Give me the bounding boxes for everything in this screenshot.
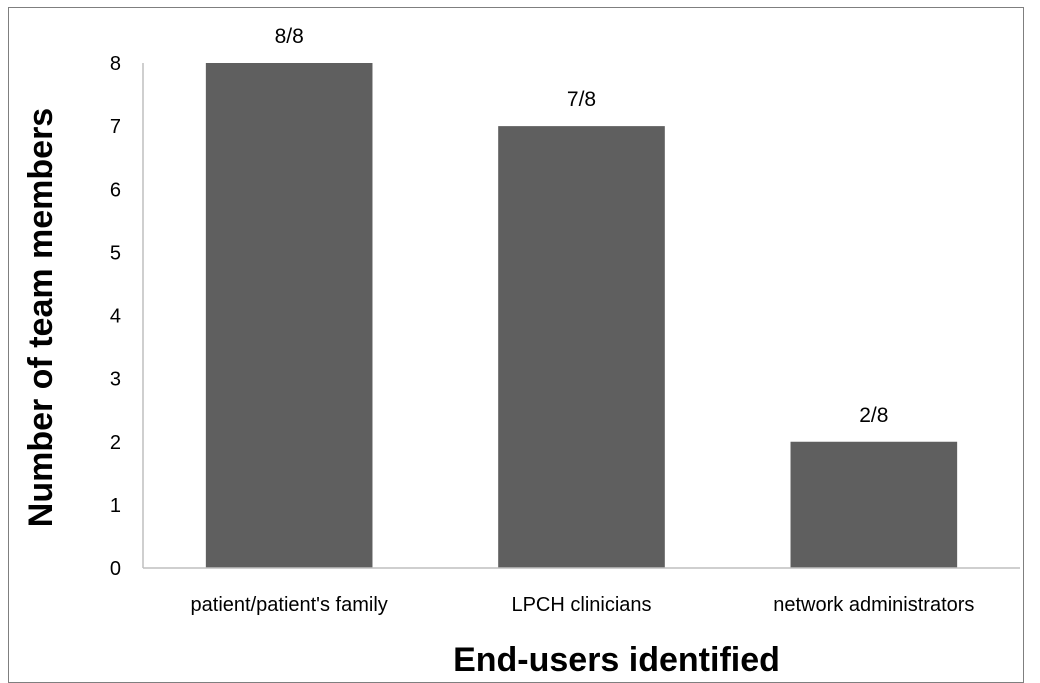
y-tick-label: 2 xyxy=(110,432,121,454)
y-tick-label: 4 xyxy=(110,306,121,328)
y-tick-label: 8 xyxy=(110,53,121,75)
y-tick-label: 3 xyxy=(110,369,121,391)
y-axis-ticks: 0 1 2 3 4 5 6 7 8 xyxy=(110,53,121,580)
bars xyxy=(206,63,957,568)
x-category-label: patient/patient's family xyxy=(191,594,388,616)
y-tick-label: 0 xyxy=(110,558,121,580)
x-category-label: LPCH clinicians xyxy=(511,594,651,616)
bar xyxy=(498,126,665,568)
y-tick-label: 7 xyxy=(110,116,121,138)
x-axis-title: End-users identified xyxy=(453,641,780,679)
bar xyxy=(206,63,373,568)
bar-data-label: 7/8 xyxy=(567,88,596,111)
x-axis-categories: patient/patient's family LPCH clinicians n… xyxy=(191,594,975,616)
bar-data-label: 2/8 xyxy=(859,404,888,427)
y-axis-title: Number of team members xyxy=(22,108,60,527)
bar xyxy=(791,442,958,568)
y-tick-label: 5 xyxy=(110,242,121,264)
x-category-label: network administrators xyxy=(773,594,974,616)
bar-data-label: 8/8 xyxy=(275,25,304,48)
y-tick-label: 6 xyxy=(110,179,121,201)
y-tick-label: 1 xyxy=(110,495,121,517)
